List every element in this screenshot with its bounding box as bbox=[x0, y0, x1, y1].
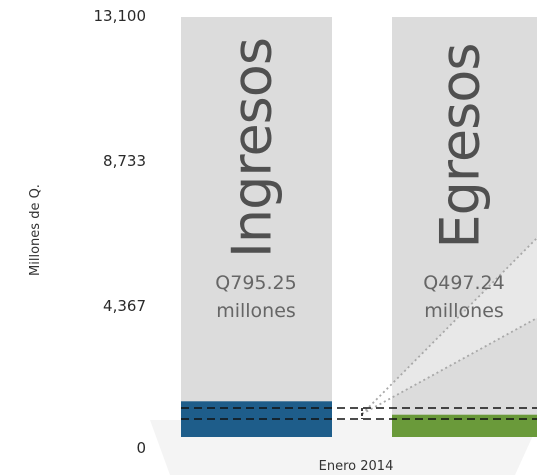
zoom-line-upper bbox=[361, 237, 537, 415]
bar-egresos bbox=[392, 414, 537, 437]
x-axis-label: Enero 2014 bbox=[319, 459, 394, 474]
column-background-egresos bbox=[392, 17, 537, 437]
column-background-ingresos bbox=[181, 17, 332, 437]
y-tick-label-2: 8,733 bbox=[103, 152, 146, 170]
y-axis-label: Millones de Q. bbox=[28, 184, 43, 276]
y-tick-label-3: 13,100 bbox=[94, 7, 147, 25]
zoom-line-lower bbox=[361, 317, 537, 415]
unit-label-egresos: millones bbox=[424, 300, 504, 322]
amount-label-egresos: Q497.24 bbox=[423, 272, 504, 294]
amount-label-ingresos: Q795.25 bbox=[215, 272, 296, 294]
unit-label-ingresos: millones bbox=[216, 300, 296, 322]
y-tick-label-1: 4,367 bbox=[103, 297, 146, 315]
y-tick-label-0: 0 bbox=[136, 439, 146, 457]
category-label-egresos: Egresos bbox=[429, 44, 492, 249]
category-label-ingresos: Ingresos bbox=[221, 38, 284, 258]
bar-ingresos bbox=[181, 401, 332, 437]
